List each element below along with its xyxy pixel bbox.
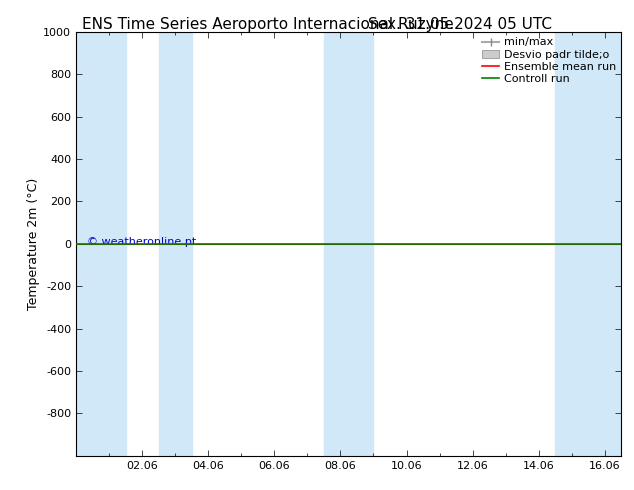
Text: © weatheronline.pt: © weatheronline.pt (87, 237, 197, 246)
Bar (555, 32, 621, 456)
Legend: min/max, Desvio padr tilde;o, Ensemble mean run, Controll run: min/max, Desvio padr tilde;o, Ensemble m… (479, 34, 619, 87)
Bar (76, 32, 126, 456)
Bar (324, 32, 373, 456)
Text: Sex. 31.05.2024 05 UTC: Sex. 31.05.2024 05 UTC (368, 17, 552, 32)
Bar (158, 32, 191, 456)
Y-axis label: Temperature 2m (°C): Temperature 2m (°C) (27, 178, 41, 310)
Text: ENS Time Series Aeroporto Internacional Ruzyne: ENS Time Series Aeroporto Internacional … (82, 17, 454, 32)
